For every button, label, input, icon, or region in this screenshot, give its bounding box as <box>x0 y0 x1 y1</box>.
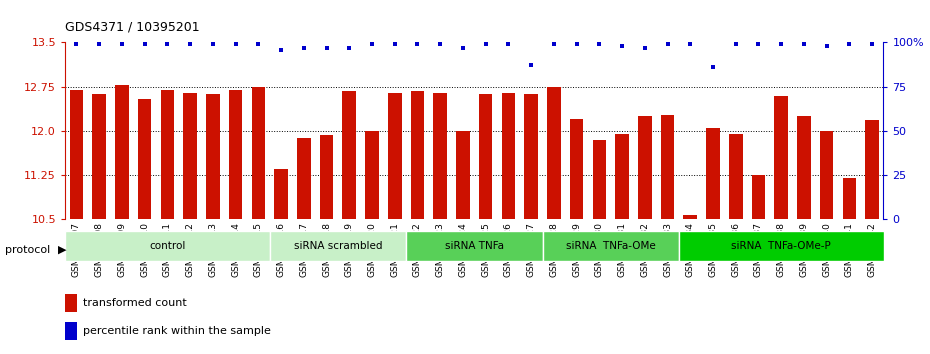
Text: siRNA  TNFa-OMe: siRNA TNFa-OMe <box>565 241 656 251</box>
FancyBboxPatch shape <box>542 231 679 261</box>
Point <box>160 41 175 47</box>
Bar <box>843 178 857 219</box>
Point <box>456 45 471 51</box>
Bar <box>206 94 219 219</box>
Point <box>865 41 880 47</box>
Text: siRNA TNFa: siRNA TNFa <box>445 241 504 251</box>
Point <box>251 41 266 47</box>
Text: protocol: protocol <box>5 245 50 255</box>
Bar <box>547 87 561 219</box>
Point <box>796 41 811 47</box>
Bar <box>592 140 606 219</box>
FancyBboxPatch shape <box>270 231 406 261</box>
Point <box>410 41 425 47</box>
Bar <box>706 128 720 219</box>
Bar <box>388 93 402 219</box>
Bar <box>70 90 84 219</box>
Bar <box>479 95 493 219</box>
Text: percentile rank within the sample: percentile rank within the sample <box>83 326 271 336</box>
Text: ▶: ▶ <box>58 245 66 255</box>
Point <box>114 41 129 47</box>
Bar <box>297 138 311 219</box>
Point <box>138 41 153 47</box>
Bar <box>229 90 243 219</box>
Point <box>591 41 606 47</box>
Bar <box>65 322 77 340</box>
Bar <box>161 90 174 219</box>
Point <box>432 41 447 47</box>
Point <box>819 43 834 49</box>
Bar <box>570 119 583 219</box>
Point <box>637 45 652 51</box>
FancyBboxPatch shape <box>65 231 270 261</box>
Bar <box>433 93 447 219</box>
Point <box>524 63 538 68</box>
Bar <box>92 95 106 219</box>
Bar <box>729 134 742 219</box>
Bar <box>865 120 879 219</box>
Text: control: control <box>149 241 186 251</box>
Bar <box>115 85 128 219</box>
Point <box>297 45 312 51</box>
Point <box>273 47 288 52</box>
Bar <box>65 294 77 312</box>
Point <box>501 41 516 47</box>
Bar <box>251 87 265 219</box>
Point <box>228 41 243 47</box>
Bar <box>456 131 470 219</box>
FancyBboxPatch shape <box>679 231 884 261</box>
Bar <box>411 91 424 219</box>
Point <box>387 41 402 47</box>
Point <box>706 64 721 70</box>
Bar <box>320 135 333 219</box>
Point <box>92 41 107 47</box>
Point <box>365 41 379 47</box>
FancyBboxPatch shape <box>406 231 542 261</box>
Bar <box>274 169 288 219</box>
Point <box>547 41 562 47</box>
Point <box>182 41 197 47</box>
Bar <box>525 95 538 219</box>
Point <box>206 41 220 47</box>
Point <box>342 45 357 51</box>
Point <box>69 41 84 47</box>
Bar <box>751 175 765 219</box>
Point <box>569 41 584 47</box>
Text: siRNA  TNFa-OMe-P: siRNA TNFa-OMe-P <box>731 241 831 251</box>
Bar <box>501 93 515 219</box>
Bar <box>684 215 698 219</box>
Bar <box>183 93 197 219</box>
Bar <box>820 131 833 219</box>
Point <box>751 41 766 47</box>
Text: GDS4371 / 10395201: GDS4371 / 10395201 <box>65 21 200 34</box>
Bar <box>660 115 674 219</box>
Bar <box>616 134 629 219</box>
Bar <box>342 91 356 219</box>
Bar <box>638 116 652 219</box>
Point <box>842 41 857 47</box>
Point <box>478 41 493 47</box>
Point <box>660 41 675 47</box>
Text: siRNA scrambled: siRNA scrambled <box>294 241 382 251</box>
Bar <box>138 98 152 219</box>
Text: transformed count: transformed count <box>83 298 187 308</box>
Bar <box>775 96 788 219</box>
Point <box>615 43 630 49</box>
Point <box>728 41 743 47</box>
Point <box>683 41 698 47</box>
Point <box>774 41 789 47</box>
Point <box>319 45 334 51</box>
Bar <box>365 131 379 219</box>
Bar <box>797 116 811 219</box>
